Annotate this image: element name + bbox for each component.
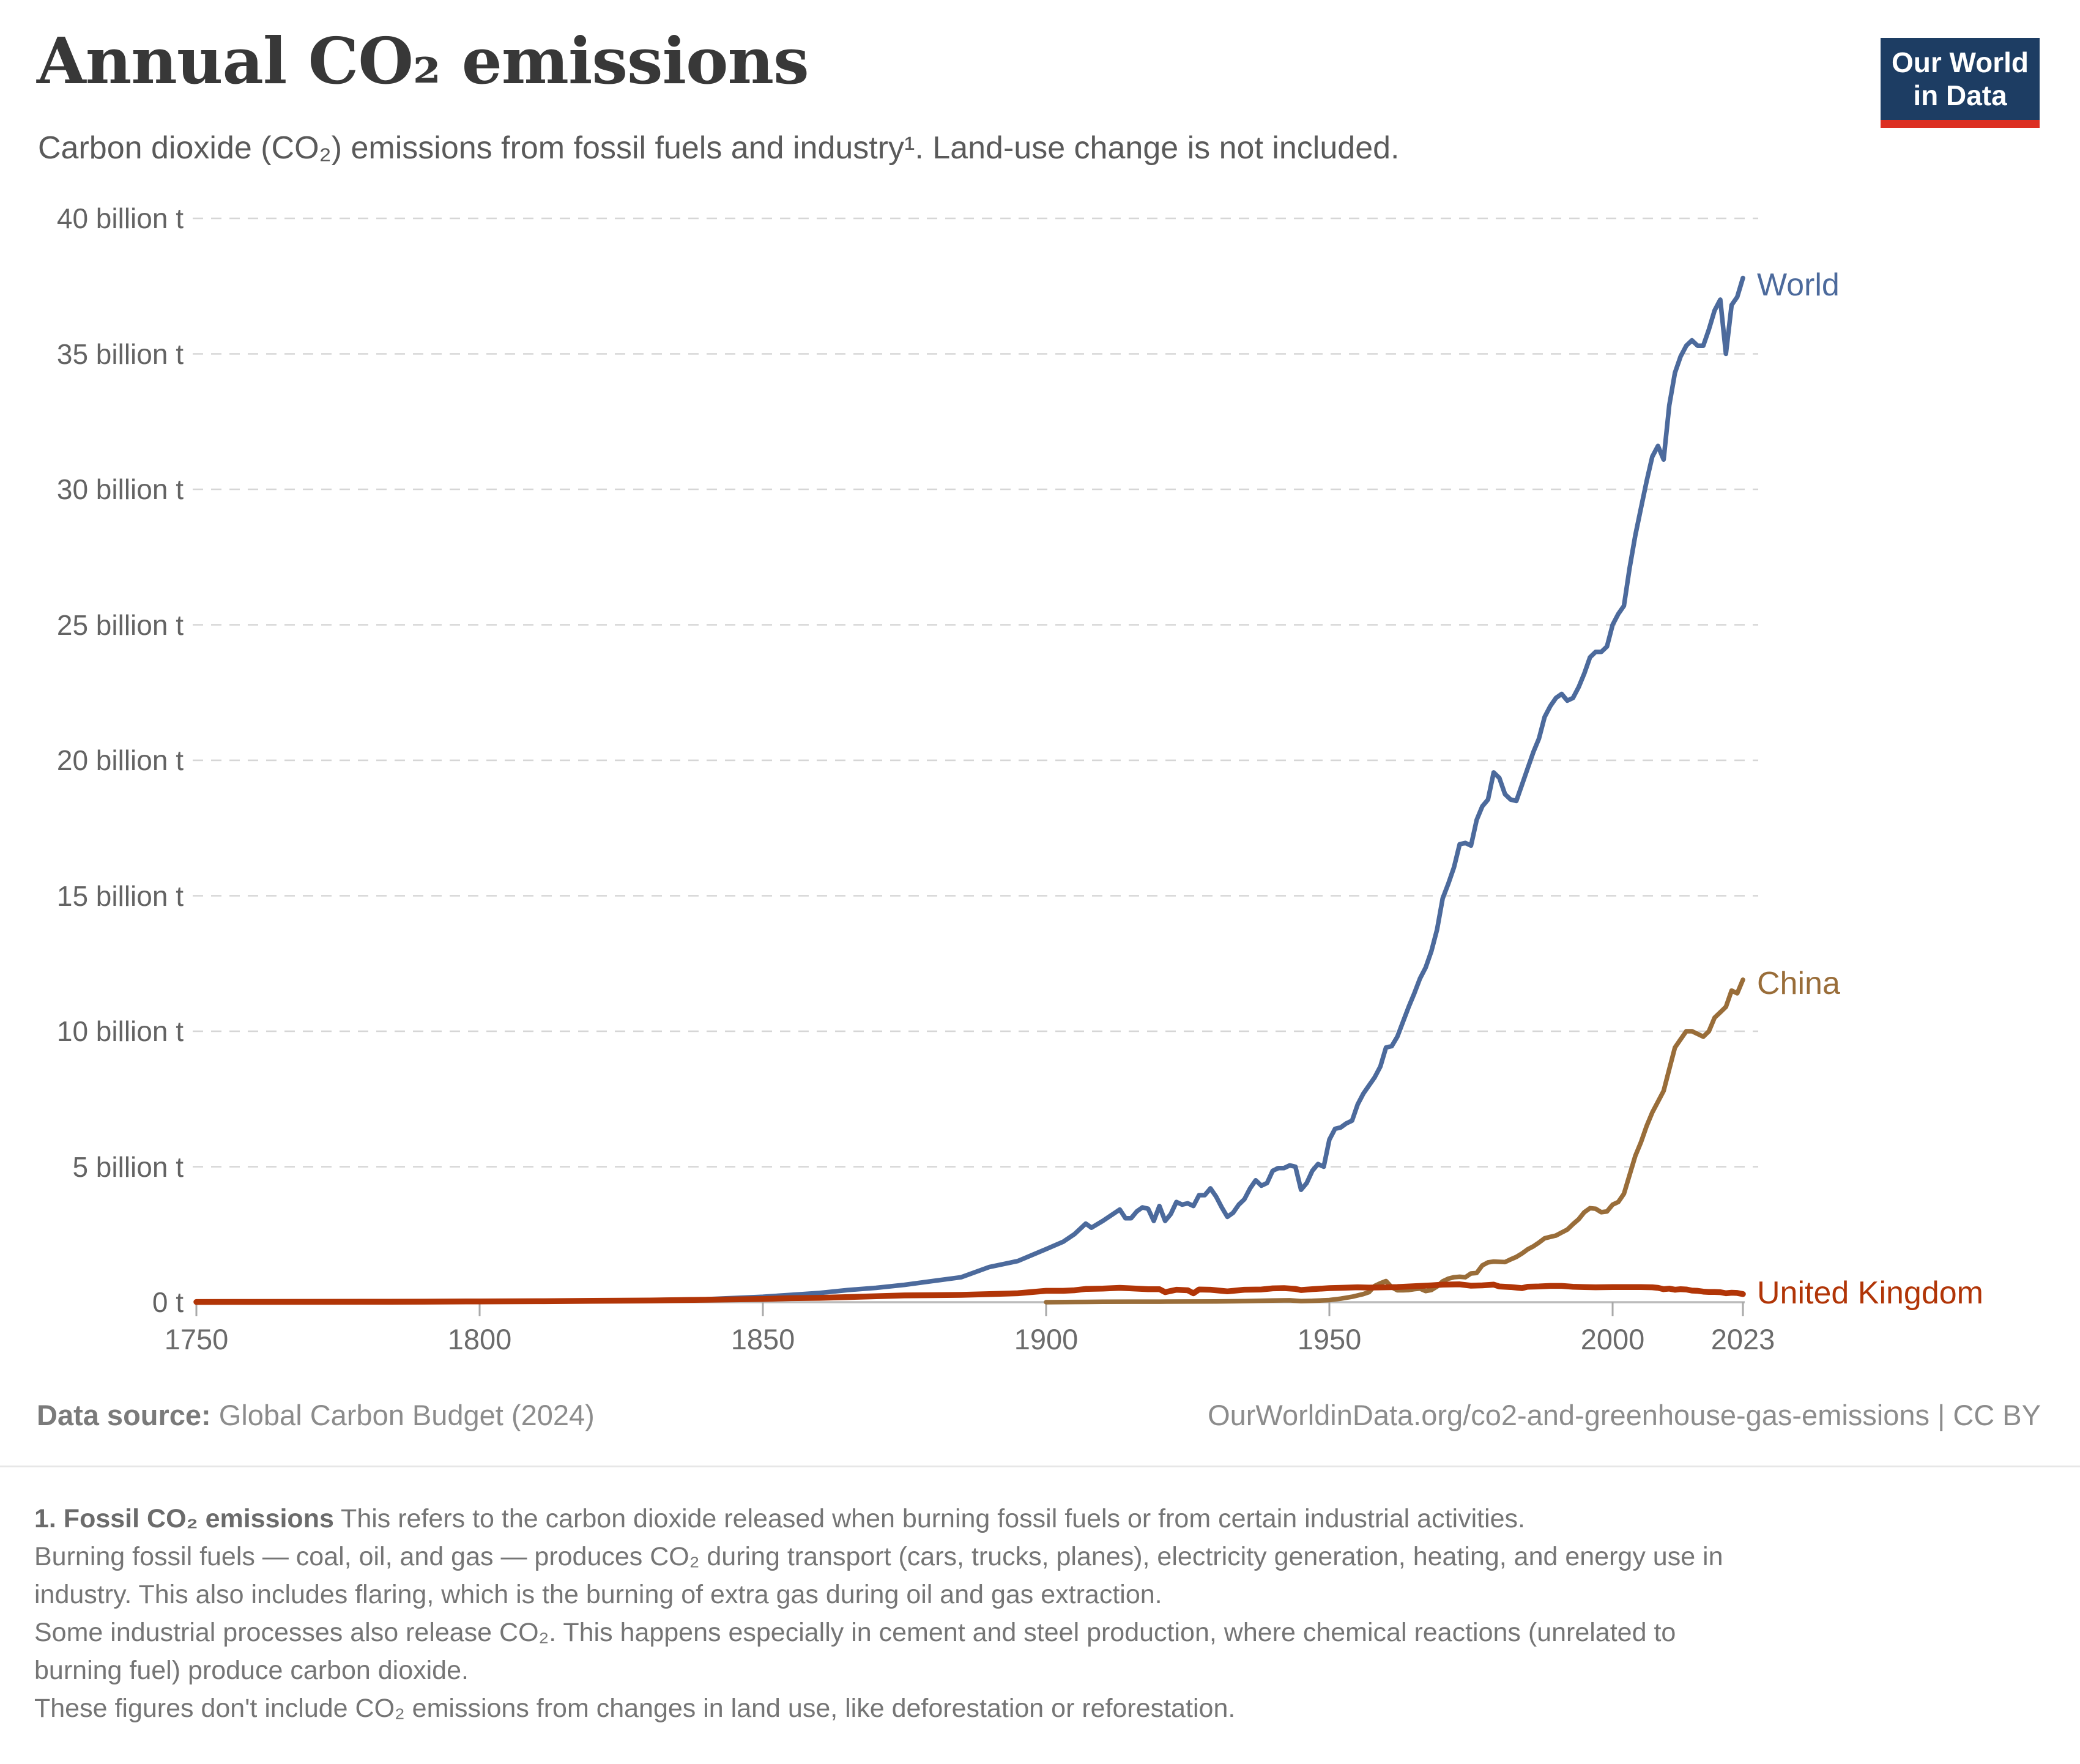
data-source-label: Data source:: [37, 1399, 211, 1431]
y-axis-label: 25 billion t: [56, 609, 184, 641]
series-label-world[interactable]: World: [1757, 267, 1840, 303]
owid-logo-line1: Our World: [1891, 46, 2029, 78]
data-source-note: Data source: Global Carbon Budget (2024): [37, 1398, 595, 1432]
footnote-block: 1. Fossil CO₂ emissions This refers to t…: [34, 1500, 1723, 1727]
y-axis-label: 5 billion t: [72, 1151, 184, 1183]
page-title: Annual CO₂ emissions: [37, 23, 809, 98]
y-axis-label: 30 billion t: [56, 473, 184, 505]
footnote-line: 1. Fossil CO₂ emissions This refers to t…: [34, 1500, 1723, 1538]
y-axis-label: 0 t: [152, 1286, 184, 1318]
chart-subtitle: Carbon dioxide (CO₂) emissions from foss…: [38, 130, 1400, 166]
series-line-world[interactable]: [194, 275, 1745, 1305]
footnote-bold-title: 1. Fossil CO₂ emissions: [34, 1504, 334, 1533]
series-line-china[interactable]: [1044, 977, 1745, 1305]
footnote-line: These figures don't include CO₂ emission…: [34, 1694, 1236, 1723]
y-axis-label: 10 billion t: [56, 1015, 184, 1047]
y-axis-label: 40 billion t: [56, 202, 184, 234]
license-link[interactable]: CC BY: [1953, 1399, 2041, 1431]
x-axis-label: 2023: [1710, 1323, 1775, 1355]
footnote-line: burning fuel) produce carbon dioxide.: [34, 1656, 469, 1685]
series-label-united-kingdom[interactable]: United Kingdom: [1757, 1275, 1983, 1311]
series-line-united-kingdom[interactable]: [193, 1281, 1746, 1305]
y-axis-label: 20 billion t: [56, 744, 184, 776]
owid-logo[interactable]: Our World in Data: [1881, 38, 2040, 128]
x-axis-label: 1750: [164, 1323, 229, 1355]
y-axis-label: 35 billion t: [56, 338, 184, 370]
footnote-text: This refers to the carbon dioxide releas…: [333, 1504, 1525, 1533]
footer-divider: [0, 1466, 2080, 1467]
x-axis-label: 1950: [1297, 1323, 1362, 1355]
x-axis-label: 2000: [1580, 1323, 1645, 1355]
x-axis-label: 1850: [730, 1323, 795, 1355]
footnote-line: Some industrial processes also release C…: [34, 1618, 1676, 1647]
owid-url-link[interactable]: OurWorldinData.org/co2-and-greenhouse-ga…: [1208, 1399, 1930, 1431]
footnote-line: Burning fossil fuels — coal, oil, and ga…: [34, 1542, 1723, 1571]
series-label-china[interactable]: China: [1757, 965, 1840, 1001]
data-source-value: Global Carbon Budget (2024): [218, 1399, 595, 1431]
owid-logo-line2: in Data: [1913, 80, 2007, 111]
footer-separator: |: [1937, 1399, 1945, 1431]
footnote-line: industry. This also includes flaring, wh…: [34, 1580, 1162, 1609]
footer-links: OurWorldinData.org/co2-and-greenhouse-ga…: [1208, 1398, 2041, 1432]
x-axis-label: 1800: [447, 1323, 512, 1355]
y-axis-label: 15 billion t: [56, 880, 184, 912]
x-axis-label: 1900: [1014, 1323, 1079, 1355]
